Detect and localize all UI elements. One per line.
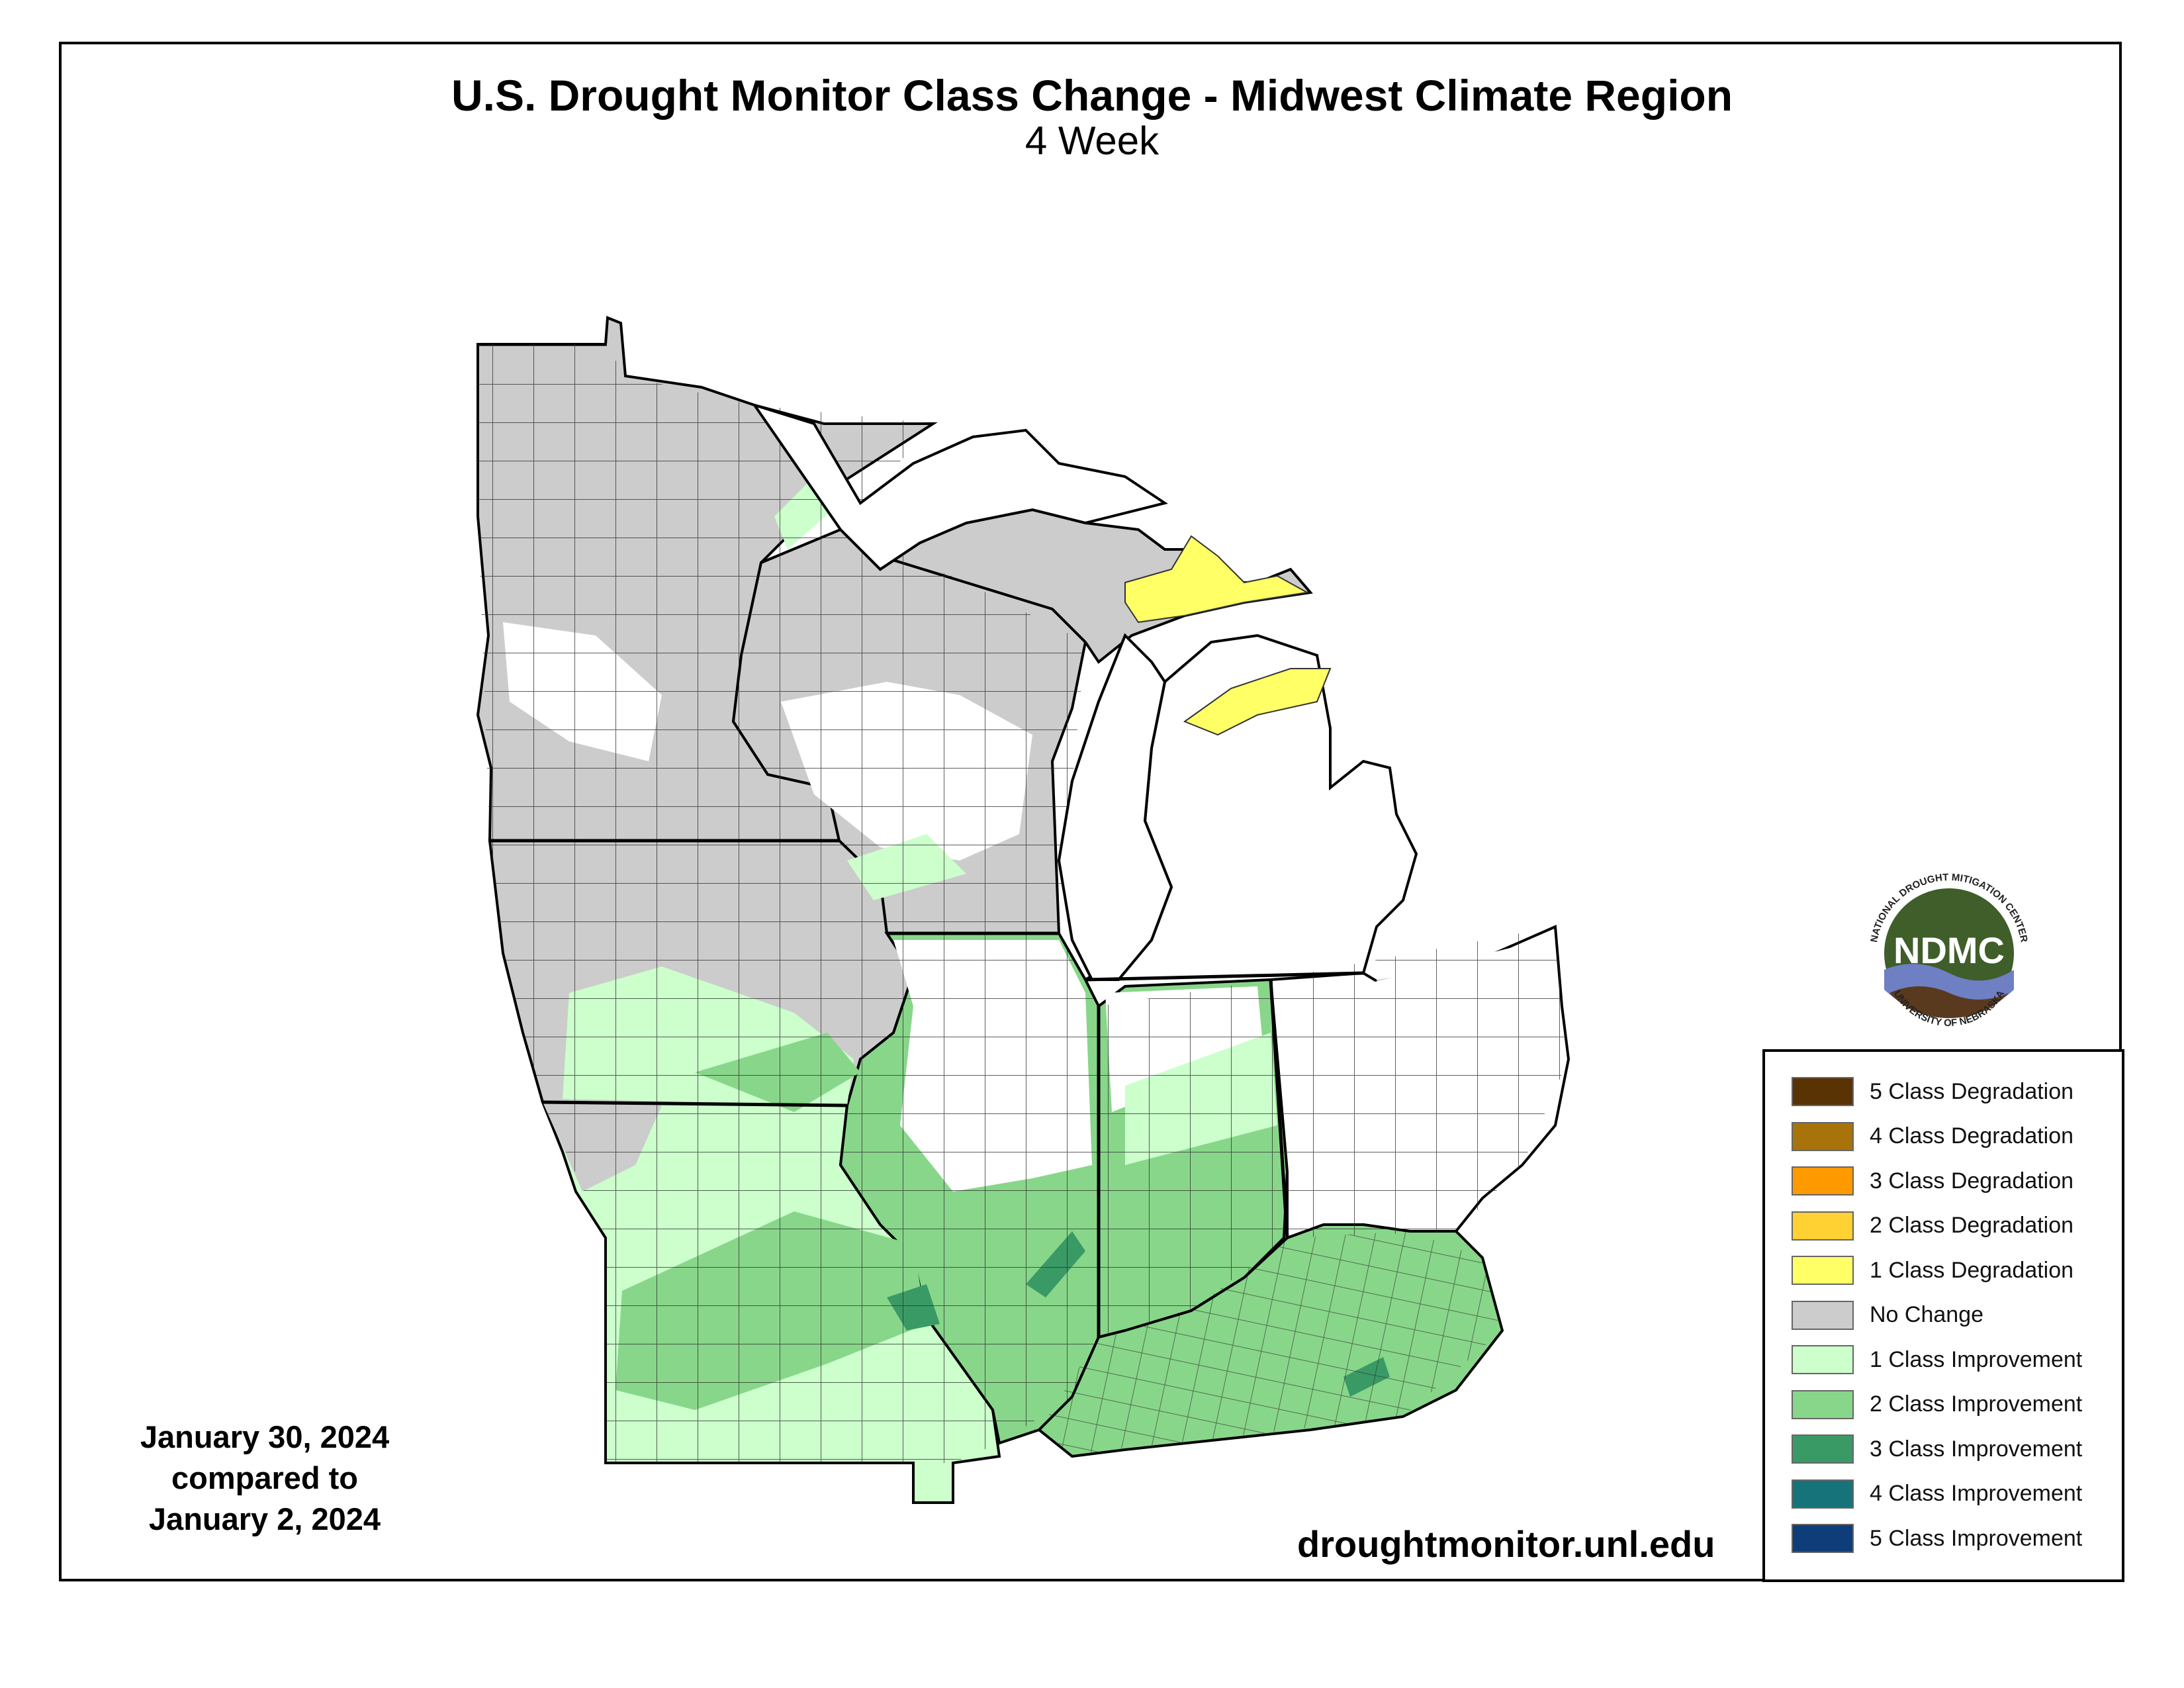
legend-swatch [1792,1524,1854,1553]
legend-item: 5 Class Improvement [1792,1523,2082,1554]
legend-swatch [1792,1166,1854,1196]
legend-label: 5 Class Degradation [1870,1078,2074,1104]
county-grid-kentucky [1039,1231,1502,1456]
legend-swatch [1792,1300,1854,1330]
map-subtitle: 4 Week [1024,118,1160,163]
date-comparison: January 30, 2024 compared to January 2, … [79,1417,450,1540]
lake-superior [751,402,1168,571]
map-title: U.S. Drought Monitor Class Change - Midw… [451,71,1733,120]
legend-label: 1 Class Improvement [1870,1346,2083,1372]
state-borders [490,839,1364,1337]
website-link[interactable]: droughtmonitor.unl.edu [1297,1523,1715,1565]
legend-item: 4 Class Improvement [1792,1478,2082,1510]
legend-swatch [1792,1256,1854,1285]
legend-swatch [1792,1077,1854,1106]
legend-label: 4 Class Degradation [1870,1123,2074,1149]
date-current: January 30, 2024 [140,1419,390,1454]
legend-label: 3 Class Degradation [1870,1168,2074,1194]
legend-item: 5 Class Degradation [1792,1076,2073,1107]
logo-earth-band [1889,986,2009,1018]
legend-item: 3 Class Improvement [1792,1433,2082,1465]
legend-item: 3 Class Degradation [1792,1165,2073,1197]
legend-swatch [1792,1345,1854,1374]
date-compared-to: compared to [171,1460,359,1495]
legend-swatch [1792,1479,1854,1509]
legend-label: 5 Class Improvement [1870,1525,2083,1551]
legend: 5 Class Degradation 4 Class Degradation 3 … [1762,1049,2124,1582]
area-1-class-degradation-upper-peninsula [1124,535,1310,624]
legend-swatch [1792,1389,1854,1419]
legend-item: 2 Class Degradation [1792,1210,2073,1242]
legend-label: 3 Class Improvement [1870,1436,2083,1462]
legend-swatch [1792,1434,1854,1464]
legend-label: 2 Class Improvement [1870,1391,2083,1417]
legend-label: 1 Class Degradation [1870,1257,2074,1283]
legend-item: No Change [1792,1299,1983,1331]
date-previous: January 2, 2024 [148,1501,381,1536]
legend-label: 4 Class Improvement [1870,1481,2083,1506]
legend-swatch [1792,1121,1854,1151]
legend-item: 1 Class Improvement [1792,1344,2082,1376]
legend-item: 2 Class Improvement [1792,1389,2082,1421]
legend-item: 1 Class Degradation [1792,1254,2073,1286]
legend-label: No Change [1870,1302,1984,1327]
ndmc-logo: NDMC NATIONAL DROUGHT MITIGATION CENTER … [1864,868,2034,1039]
legend-label: 2 Class Degradation [1870,1213,2074,1238]
legend-item: 4 Class Degradation [1792,1121,2073,1152]
county-grid-north [478,344,1569,1463]
area-1-class-degradation-lower-peninsula [1183,668,1332,736]
legend-swatch [1792,1211,1854,1241]
logo-acronym: NDMC [1893,929,2005,971]
lake-michigan-fill [1057,633,1173,981]
